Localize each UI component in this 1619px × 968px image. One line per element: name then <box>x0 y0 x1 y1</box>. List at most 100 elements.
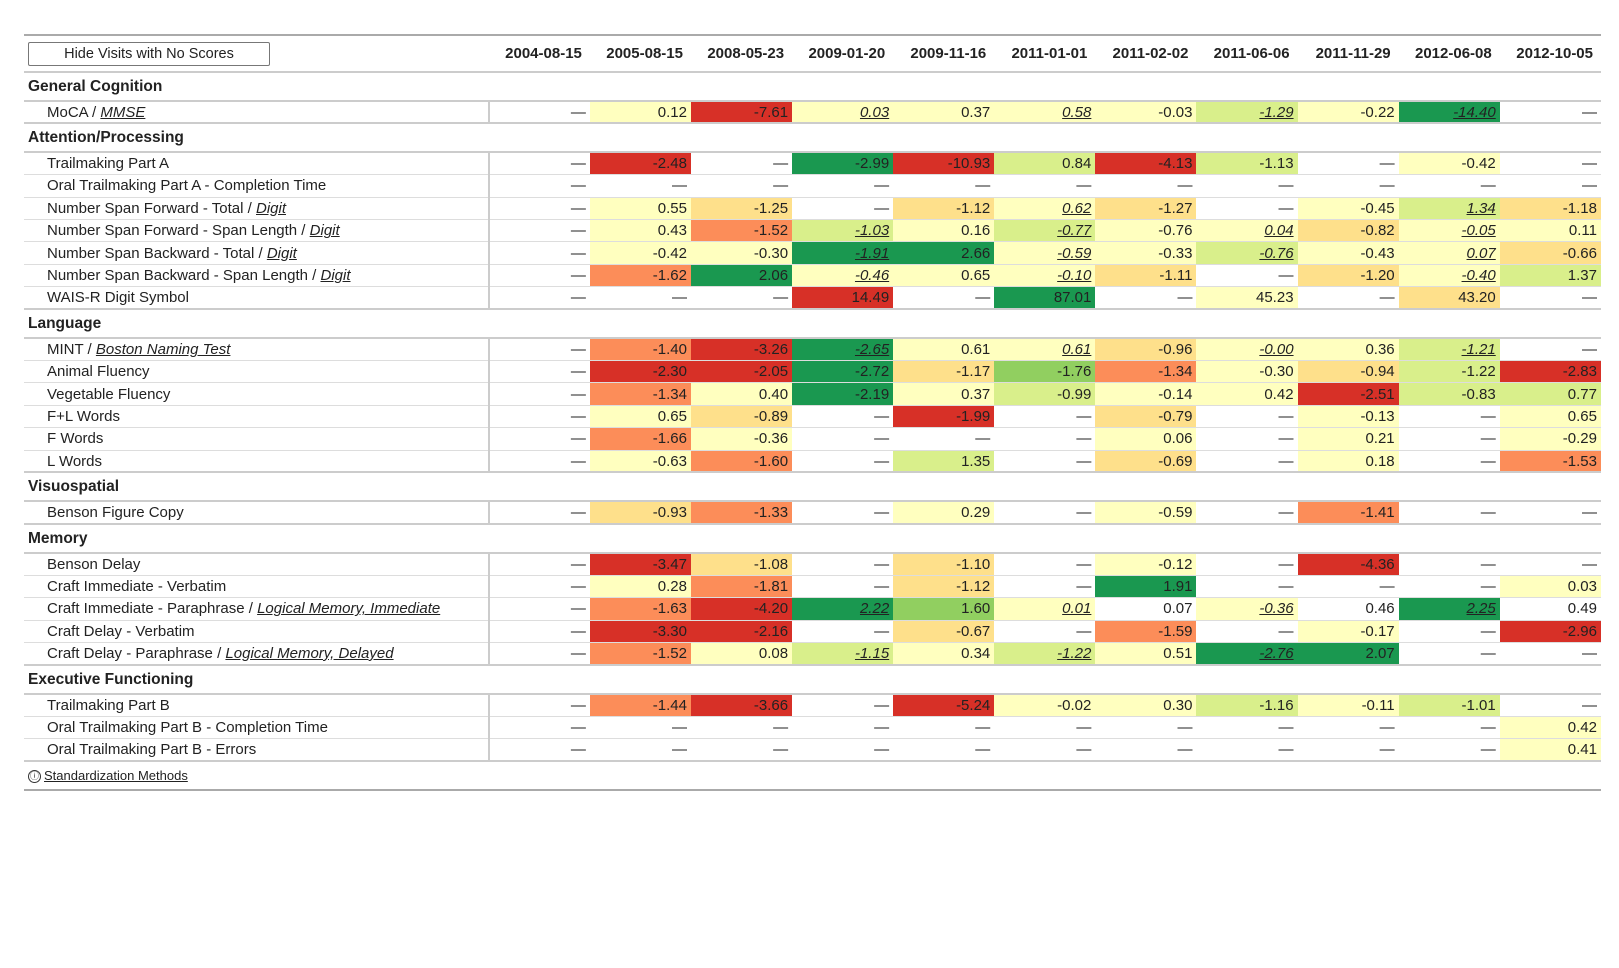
score-value: -0.03 <box>1158 103 1193 121</box>
alternate-test-link[interactable]: Digit <box>256 199 287 217</box>
converted-score-value: -1.22 <box>1057 644 1092 662</box>
table-row: Number Span Forward - Total / Digit — 0.55… <box>24 197 1601 221</box>
visit-date-header: 2004-08-15 <box>488 34 590 73</box>
hide-visits-button[interactable]: Hide Visits with No Scores <box>28 41 270 66</box>
score-cell: -1.76 <box>994 360 1096 384</box>
alternate-test-link[interactable]: Digit <box>320 267 351 285</box>
score-value: — <box>1076 430 1092 448</box>
score-cell: — <box>488 152 590 176</box>
score-cell: -4.13 <box>1095 152 1197 176</box>
score-value: — <box>1177 741 1193 759</box>
score-cell: -1.18 <box>1499 197 1601 221</box>
score-value: — <box>570 696 586 714</box>
test-label-cell: Benson Figure Copy <box>24 501 490 525</box>
score-value: 0.37 <box>961 385 991 403</box>
score-cell: — <box>488 716 590 740</box>
score-cell: 0.28 <box>589 575 691 599</box>
score-cell: -2.65 <box>792 338 894 362</box>
score-cell: -0.30 <box>1196 360 1298 384</box>
test-label-cell: Craft Immediate - Verbatim <box>24 575 490 599</box>
test-label-cell: MoCA / MMSE <box>24 101 490 125</box>
score-cell: -0.22 <box>1297 101 1399 125</box>
score-cell: — <box>589 716 691 740</box>
score-cell: -0.94 <box>1297 360 1399 384</box>
test-name: Benson Delay <box>47 555 141 573</box>
score-value: -0.63 <box>652 452 687 470</box>
score-cell: -1.20 <box>1297 264 1399 288</box>
score-value: -3.47 <box>652 555 687 573</box>
score-cell: 2.06 <box>690 264 793 288</box>
score-cell: -0.29 <box>1499 427 1601 451</box>
score-cell: -1.16 <box>1196 693 1298 717</box>
standardization-methods-link[interactable]: Standardization Methods <box>44 767 188 783</box>
test-name: Craft Immediate - Paraphrase <box>47 600 245 618</box>
score-cell: 0.07 <box>1095 597 1197 621</box>
score-value: — <box>1582 341 1597 359</box>
alternate-test-link[interactable]: Digit <box>266 244 297 262</box>
score-value: — <box>1076 577 1092 595</box>
score-cell: — <box>792 620 894 643</box>
score-cell: — <box>488 338 590 362</box>
converted-score-value: -1.03 <box>854 222 890 240</box>
score-cell: — <box>792 501 894 525</box>
visit-date-header: 2012-10-05 <box>1499 34 1601 73</box>
score-value: — <box>570 222 586 240</box>
score-value: -0.02 <box>1057 696 1092 714</box>
score-value: — <box>1076 177 1092 195</box>
score-cell: — <box>1499 501 1601 525</box>
alternate-test-link[interactable]: Boston Naming Test <box>95 341 231 359</box>
visit-date-header: 2011-06-06 <box>1196 34 1298 73</box>
score-value: — <box>975 718 991 736</box>
score-value: 0.12 <box>657 103 687 121</box>
score-cell: -0.33 <box>1095 241 1197 265</box>
score-cell: — <box>1297 716 1399 740</box>
score-value: -1.34 <box>652 385 687 403</box>
score-value: — <box>874 577 890 595</box>
score-cell: -0.82 <box>1297 219 1399 243</box>
score-value: -1.52 <box>652 644 687 662</box>
score-cell: — <box>488 360 590 384</box>
score-value: -0.43 <box>1360 244 1395 262</box>
score-cell: -1.44 <box>589 693 691 717</box>
score-cell: — <box>1196 552 1298 576</box>
score-value: -1.41 <box>1360 504 1395 522</box>
score-value: 0.36 <box>1365 341 1395 359</box>
score-value: 1.91 <box>1163 577 1193 595</box>
score-cell: -2.76 <box>1196 642 1298 666</box>
score-value: — <box>874 622 890 640</box>
alternate-test-link[interactable]: Digit <box>309 222 340 240</box>
score-value: 0.42 <box>1567 718 1597 736</box>
score-cell: — <box>1499 338 1601 362</box>
alternate-test-link[interactable]: Logical Memory, Immediate <box>257 600 441 618</box>
score-cell: — <box>893 716 995 740</box>
score-value: — <box>975 741 991 759</box>
score-value: -1.33 <box>753 504 789 522</box>
score-cell: -1.62 <box>589 264 691 288</box>
score-cell: — <box>1196 405 1298 429</box>
score-cell: — <box>488 642 590 666</box>
score-value: — <box>874 407 890 425</box>
score-value: 0.03 <box>1567 577 1597 595</box>
score-value: -1.40 <box>652 341 687 359</box>
score-cell: — <box>1297 738 1399 763</box>
score-cell: -0.45 <box>1297 197 1399 221</box>
score-cell: — <box>488 501 590 525</box>
score-value: 0.28 <box>657 577 687 595</box>
score-cell: 0.03 <box>792 101 894 125</box>
score-cell: -0.11 <box>1297 693 1399 717</box>
score-value: 2.07 <box>1365 644 1395 662</box>
score-cell: 0.21 <box>1297 427 1399 451</box>
score-cell: -2.99 <box>792 152 894 176</box>
score-value: -0.14 <box>1158 385 1193 403</box>
score-cell: -2.30 <box>589 360 691 384</box>
score-value: — <box>570 644 586 662</box>
score-value: — <box>570 577 586 595</box>
score-value: — <box>975 177 991 195</box>
score-cell: 43.20 <box>1398 286 1500 311</box>
alternate-test-link[interactable]: Logical Memory, Delayed <box>225 644 394 662</box>
separator: / <box>307 267 321 285</box>
score-cell: — <box>1398 642 1500 666</box>
score-value: — <box>570 504 586 522</box>
visit-date-header: 2011-02-02 <box>1095 34 1197 73</box>
alternate-test-link[interactable]: MMSE <box>100 103 146 121</box>
